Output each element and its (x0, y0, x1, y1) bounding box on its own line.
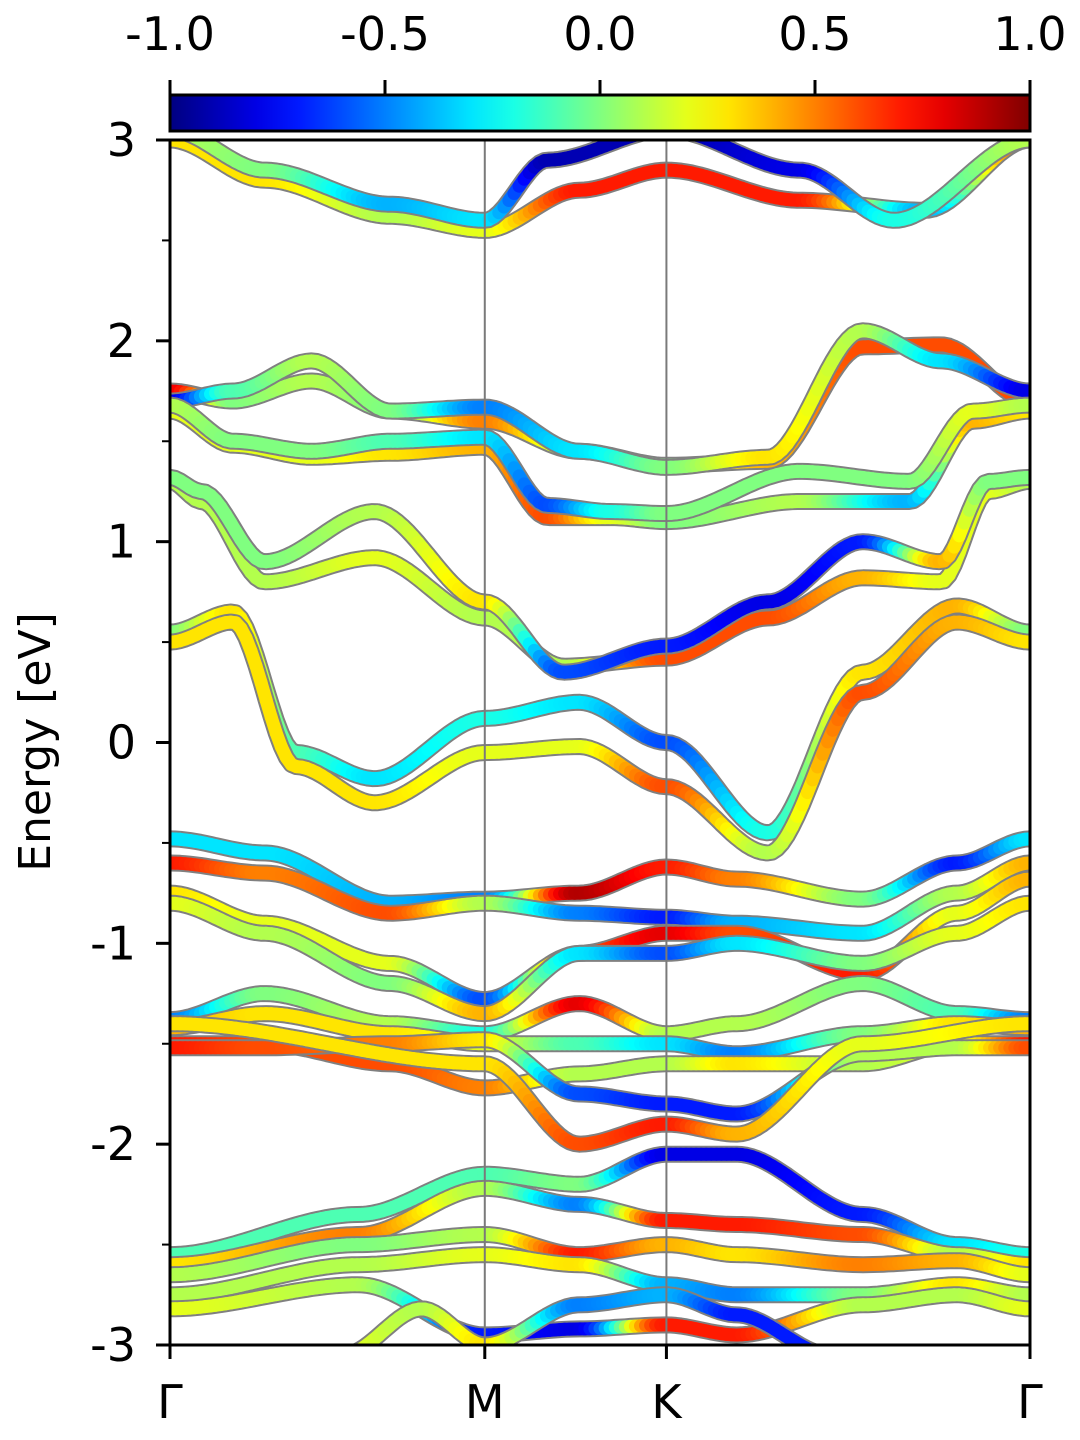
colorbar-ticks: -1.0 -0.5 0.0 0.5 1.0 (125, 7, 1067, 95)
band-10 (170, 613, 1030, 862)
band-21 (170, 1179, 1030, 1274)
band-6 (170, 396, 1030, 522)
band-segment (631, 140, 642, 142)
y-axis-label: Energy [eV] (10, 612, 61, 872)
y-tick-label: -3 (90, 1318, 136, 1372)
y-tick-label: 2 (107, 314, 136, 368)
band-19 (170, 1015, 1030, 1153)
band-22 (170, 1226, 1030, 1284)
x-tick-label: K (651, 1375, 683, 1429)
band-segment (343, 1355, 348, 1356)
band-12 (170, 854, 1030, 942)
band-23 (170, 1246, 1030, 1304)
bands-layer (170, 140, 1030, 1356)
colorbar: -1.0 -0.5 0.0 0.5 1.0 (125, 7, 1067, 133)
colorbar-tick-label: -1.0 (125, 7, 215, 61)
band-4 (170, 322, 1030, 476)
band-11 (170, 830, 1030, 912)
band-segment (695, 140, 713, 146)
band-segment (816, 1352, 821, 1354)
band-9 (170, 597, 1030, 842)
y-tick-label: 0 (107, 716, 136, 770)
colorbar-tick-label: 1.0 (993, 7, 1066, 61)
band-segment (624, 140, 640, 144)
band-segment (689, 140, 701, 142)
band-segment (348, 1353, 353, 1355)
band-segment (185, 140, 194, 142)
x-tick-label: Γ (1017, 1375, 1043, 1429)
band-segment (619, 140, 636, 145)
colorbar-tick-label: 0.0 (563, 7, 636, 61)
high-symmetry-lines (483, 140, 668, 1345)
band-segment (799, 1341, 815, 1345)
colorbar-tick-label: -0.5 (340, 7, 430, 61)
band-segment (821, 1354, 826, 1355)
band-segment (354, 1344, 362, 1345)
band-segment (691, 140, 707, 144)
band-1 (170, 140, 1030, 239)
colorbar-tick-label: 0.5 (778, 7, 851, 61)
band-segment (639, 140, 642, 141)
x-tick-label: M (465, 1375, 505, 1429)
band-segment (186, 140, 202, 144)
x-tick-label: Γ (157, 1375, 183, 1429)
colorbar-gradient (168, 93, 1032, 133)
band-20 (170, 1145, 1030, 1264)
y-tick-label: -1 (90, 916, 136, 970)
band-14 (170, 894, 1030, 1023)
y-axis: 3 2 1 0 -1 -2 -3 (90, 113, 170, 1372)
band-2 (179, 140, 1030, 229)
band-segment (354, 1340, 370, 1345)
band-segment (807, 1343, 816, 1345)
y-tick-label: 1 (107, 515, 136, 569)
y-tick-label: -2 (90, 1117, 136, 1171)
plot-frame (168, 138, 1032, 1347)
y-tick-label: 3 (107, 113, 136, 167)
